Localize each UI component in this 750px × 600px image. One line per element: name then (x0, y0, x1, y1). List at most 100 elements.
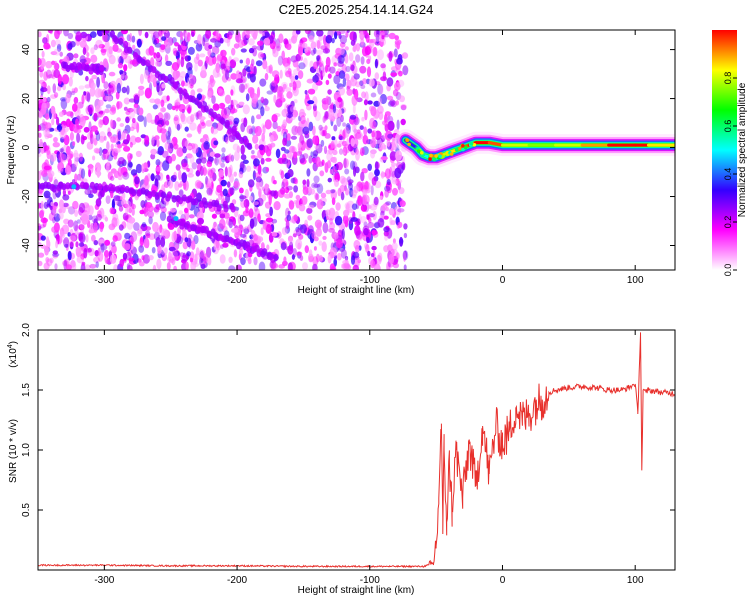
noise-blob (178, 190, 184, 198)
noise-blob (83, 57, 91, 65)
noise-blob (100, 243, 108, 251)
noise-blob (388, 207, 395, 216)
snr-panel: -300 -200 -100 0 100 0.5 1.0 1.5 2.0 Height of … (7, 323, 676, 596)
noise-blob (52, 83, 57, 94)
noise-blob (195, 42, 203, 52)
noise-blob (72, 124, 78, 133)
noise-blob (362, 225, 370, 235)
noise-blob (74, 225, 79, 236)
noise-blob (331, 156, 337, 164)
noise-blob (377, 252, 383, 262)
noise-blob (200, 263, 206, 269)
ridge-point (224, 121, 230, 129)
noise-blob (143, 116, 147, 128)
noise-blob (117, 157, 125, 165)
tone-speckle (441, 154, 445, 159)
noise-blob (383, 215, 389, 220)
noise-blob (156, 180, 160, 190)
noise-blob (173, 265, 177, 270)
tone-speckle (416, 149, 421, 153)
noise-blob (143, 237, 150, 249)
noise-blob (276, 85, 284, 96)
ridge-point (246, 142, 253, 150)
noise-blob (185, 261, 189, 270)
snr-series (37, 332, 676, 569)
ridge-peak (71, 184, 77, 190)
ridge-point (206, 230, 212, 238)
noise-blob (88, 106, 93, 115)
noise-blob (283, 256, 287, 264)
ridge-point (173, 82, 179, 90)
ridge-point (115, 185, 121, 193)
noise-blob (138, 30, 142, 36)
noise-blob (81, 261, 86, 266)
noise-blob (73, 149, 79, 160)
noise-blob (260, 106, 265, 117)
noise-blob (129, 59, 137, 65)
noise-blob (283, 193, 291, 199)
noise-blob (351, 189, 358, 197)
snr-y-multiplier-exp: 4 (7, 344, 14, 348)
noise-blob (212, 103, 220, 111)
noise-blob (373, 196, 379, 206)
noise-blob (141, 222, 147, 228)
noise-blob (250, 230, 256, 238)
noise-blob (169, 207, 177, 213)
noise-blob (111, 198, 115, 210)
noise-blob (181, 254, 189, 262)
noise-blob (252, 134, 259, 144)
noise-blob (287, 262, 293, 270)
noise-blob (226, 31, 233, 40)
noise-blob (166, 174, 170, 180)
noise-blob (396, 119, 400, 130)
colorbar-label: Normalized spectral amplitude (737, 82, 748, 217)
spectrogram-tone-line (394, 129, 675, 169)
noise-blob (220, 49, 227, 57)
noise-blob (93, 147, 100, 154)
noise-blob (205, 120, 213, 127)
noise-blob (149, 74, 157, 83)
noise-blob (235, 78, 244, 84)
tone-speckle (469, 141, 474, 146)
noise-blob (46, 85, 51, 95)
noise-blob (390, 72, 398, 77)
noise-blob (254, 125, 262, 137)
ridge-point (166, 191, 173, 199)
noise-blob (59, 148, 64, 153)
noise-blob (257, 40, 264, 46)
noise-blob (365, 32, 370, 43)
noise-blob (333, 124, 338, 132)
noise-blob (325, 95, 330, 105)
noise-blob (123, 146, 131, 152)
noise-blob (100, 73, 105, 82)
noise-blob (79, 114, 85, 122)
noise-blob (318, 62, 323, 67)
noise-blob (239, 163, 247, 173)
noise-blob (338, 148, 344, 155)
noise-blob (338, 70, 346, 79)
noise-blob (252, 201, 259, 206)
noise-blob (186, 115, 194, 125)
noise-blob (378, 142, 386, 150)
noise-blob (189, 257, 194, 263)
tone-speckle (432, 157, 437, 162)
noise-blob (126, 85, 130, 95)
noise-blob (95, 105, 100, 113)
noise-blob (201, 157, 207, 164)
tone-speckle (472, 142, 477, 147)
noise-blob (349, 63, 353, 71)
noise-blob (260, 96, 265, 104)
noise-blob (271, 80, 277, 87)
noise-blob (100, 110, 105, 116)
noise-blob (301, 195, 308, 205)
noise-blob (132, 253, 139, 264)
noise-blob (53, 137, 58, 143)
noise-blob (324, 64, 328, 73)
noise-blob (124, 130, 128, 135)
noise-blob (253, 204, 258, 212)
ridge-point (208, 108, 214, 116)
noise-blob (195, 247, 200, 256)
noise-blob (218, 89, 226, 97)
noise-blob (116, 101, 123, 109)
noise-blob (52, 207, 58, 218)
